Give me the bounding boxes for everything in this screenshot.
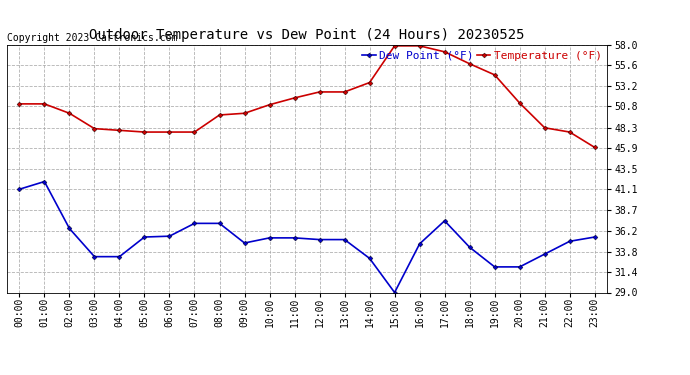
Dew Point (°F) [266,236,274,240]
Dew Point (°F) [66,226,74,231]
Temperature (°F) [115,128,124,133]
Dew Point (°F) [591,235,599,239]
Line: Temperature (°F): Temperature (°F) [18,44,596,149]
Temperature (°F) [266,102,274,107]
Temperature (°F) [540,126,549,130]
Dew Point (°F) [540,252,549,257]
Dew Point (°F) [215,221,224,226]
Dew Point (°F) [15,187,23,192]
Temperature (°F) [591,145,599,150]
Temperature (°F) [90,126,99,131]
Temperature (°F) [240,111,248,116]
Legend: Dew Point (°F), Temperature (°F): Dew Point (°F), Temperature (°F) [362,51,602,60]
Temperature (°F) [466,62,474,66]
Temperature (°F) [315,90,324,94]
Temperature (°F) [340,90,348,94]
Dew Point (°F) [190,221,199,226]
Temperature (°F) [440,50,449,54]
Temperature (°F) [391,44,399,48]
Temperature (°F) [66,111,74,116]
Dew Point (°F) [415,242,424,246]
Dew Point (°F) [140,235,148,239]
Title: Outdoor Temperature vs Dew Point (24 Hours) 20230525: Outdoor Temperature vs Dew Point (24 Hou… [89,28,525,42]
Dew Point (°F) [315,237,324,242]
Temperature (°F) [515,101,524,105]
Dew Point (°F) [40,179,48,184]
Dew Point (°F) [391,290,399,295]
Dew Point (°F) [566,239,574,243]
Line: Dew Point (°F): Dew Point (°F) [18,180,596,294]
Dew Point (°F) [466,245,474,249]
Temperature (°F) [166,130,174,134]
Dew Point (°F) [440,219,449,223]
Dew Point (°F) [115,254,124,259]
Dew Point (°F) [166,234,174,238]
Temperature (°F) [491,73,499,77]
Dew Point (°F) [90,254,99,259]
Dew Point (°F) [491,265,499,269]
Temperature (°F) [140,130,148,134]
Dew Point (°F) [515,265,524,269]
Temperature (°F) [290,96,299,100]
Text: Copyright 2023 Cartronics.com: Copyright 2023 Cartronics.com [7,33,177,42]
Temperature (°F) [15,102,23,106]
Temperature (°F) [366,80,374,85]
Temperature (°F) [190,130,199,134]
Temperature (°F) [566,130,574,134]
Dew Point (°F) [240,241,248,245]
Dew Point (°F) [290,236,299,240]
Dew Point (°F) [366,256,374,261]
Temperature (°F) [415,44,424,48]
Temperature (°F) [40,102,48,106]
Dew Point (°F) [340,237,348,242]
Temperature (°F) [215,113,224,117]
